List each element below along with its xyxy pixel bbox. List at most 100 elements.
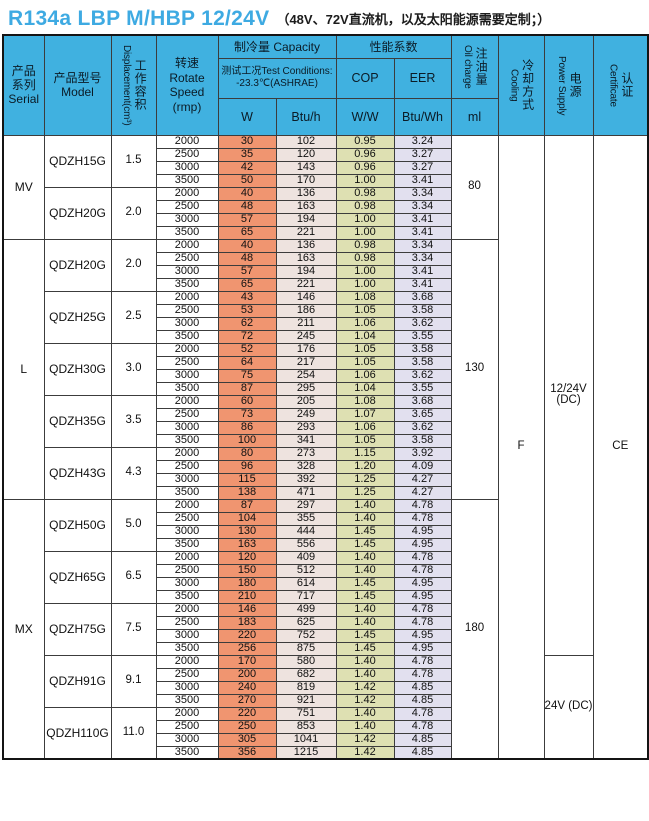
- eer-cell: 4.78: [393, 511, 452, 526]
- speed-cell: 2500: [155, 511, 219, 526]
- col-header-model: 产品型号 Model: [43, 34, 112, 136]
- cop-cell: 1.42: [335, 732, 395, 747]
- capacity-w-cell: 52: [217, 342, 277, 357]
- eer-cell: 3.41: [393, 277, 452, 292]
- speed-cell: 2000: [155, 550, 219, 565]
- eer-cell: 3.24: [393, 134, 452, 149]
- displacement-label-cn: 工作容积: [133, 59, 148, 112]
- cop-cell: 1.06: [335, 420, 395, 435]
- table-row: 3500 72 245 1.04 3.55: [3, 329, 648, 344]
- capacity-btuh-cell: 392: [275, 472, 337, 487]
- eer-cell: 3.58: [393, 303, 452, 318]
- capacity-btuh-cell: 194: [275, 264, 337, 279]
- cop-cell: 1.45: [335, 589, 395, 604]
- speed-cell: 2000: [155, 342, 219, 357]
- capacity-btuh-cell: 163: [275, 251, 337, 266]
- capacity-w-cell: 30: [217, 134, 277, 149]
- capacity-btuh-cell: 249: [275, 407, 337, 422]
- eer-cell: 3.27: [393, 147, 452, 162]
- cop-cell: 1.06: [335, 316, 395, 331]
- capacity-btuh-cell: 328: [275, 459, 337, 474]
- capacity-w-cell: 250: [217, 719, 277, 734]
- cop-cell: 1.15: [335, 446, 395, 461]
- table-row: QDZH110G 11.0 2000 220 751 1.40 4.78: [3, 706, 648, 760]
- capacity-w-cell: 80: [217, 446, 277, 461]
- capacity-btuh-cell: 625: [275, 615, 337, 630]
- cop-cell: 1.04: [335, 329, 395, 344]
- table-row: 3000 115 392 1.25 4.27: [3, 472, 648, 487]
- capacity-w-cell: 305: [217, 732, 277, 747]
- eer-header: EER: [393, 57, 452, 99]
- speed-cell: 2500: [155, 303, 219, 318]
- table-row: 2500 183 625 1.40 4.78: [3, 615, 648, 630]
- capacity-btuh-cell: 120: [275, 147, 337, 162]
- capacity-w-cell: 60: [217, 394, 277, 409]
- capacity-btuh-cell: 205: [275, 394, 337, 409]
- model-cell: QDZH65G: [43, 550, 112, 604]
- eer-cell: 3.41: [393, 264, 452, 279]
- capacity-btuh-cell: 875: [275, 641, 337, 656]
- power-supply-cell: 24V (DC): [543, 654, 594, 760]
- capacity-w-cell: 40: [217, 186, 277, 201]
- capacity-w-cell: 43: [217, 290, 277, 305]
- model-cell: QDZH35G: [43, 394, 112, 448]
- table-row: 3500 50 170 1.00 3.41: [3, 173, 648, 188]
- capacity-w-cell: 270: [217, 693, 277, 708]
- table-row: L QDZH20G 2.0 2000 40 136 0.98 3.34 130: [2, 238, 648, 500]
- cooling-cell: F: [497, 134, 545, 760]
- capacity-w-cell: 48: [217, 251, 277, 266]
- capacity-w-cell: 72: [217, 329, 277, 344]
- table-row: QDZH43G 4.3 2000 80 273 1.15 3.92: [3, 446, 648, 500]
- eer-cell: 4.27: [393, 472, 452, 487]
- eer-cell: 3.41: [393, 225, 452, 240]
- serial-group-label: MV: [2, 134, 45, 240]
- capacity-w-cell: 356: [217, 745, 277, 760]
- speed-cell: 3500: [155, 381, 219, 396]
- cop-cell: 1.08: [335, 290, 395, 305]
- cop-cell: 1.05: [335, 433, 395, 448]
- capacity-w-cell: 73: [217, 407, 277, 422]
- speed-cell: 2000: [155, 394, 219, 409]
- certificate-label-en: Certificate: [607, 63, 619, 107]
- speed-cell: 3500: [155, 277, 219, 292]
- capacity-w-cell: 50: [217, 173, 277, 188]
- cop-cell: 0.96: [335, 147, 395, 162]
- cop-cell: 1.40: [335, 706, 395, 721]
- model-cell: QDZH25G: [43, 290, 112, 344]
- oil-charge-label-en: Oil charge: [461, 44, 473, 89]
- capacity-w-cell: 87: [217, 381, 277, 396]
- speed-cell: 2000: [155, 134, 219, 149]
- cop-cell: 1.40: [335, 563, 395, 578]
- col-header-rotate-speed: 转速 Rotate Speed (rmp): [155, 34, 219, 136]
- eer-cell: 3.58: [393, 433, 452, 448]
- eer-cell: 4.95: [393, 641, 452, 656]
- cop-cell: 1.00: [335, 264, 395, 279]
- table-row: 3500 163 556 1.45 4.95: [3, 537, 648, 552]
- capacity-btuh-cell: 409: [275, 550, 337, 565]
- cop-cell: 1.40: [335, 615, 395, 630]
- speed-cell: 2000: [155, 186, 219, 201]
- eer-cell: 3.62: [393, 368, 452, 383]
- capacity-w-cell: 138: [217, 485, 277, 500]
- speed-cell: 3000: [155, 732, 219, 747]
- displacement-label-en: Displacement(cm³): [120, 44, 132, 126]
- capacity-w-cell: 104: [217, 511, 277, 526]
- speed-cell: 3000: [155, 420, 219, 435]
- speed-cell: 2500: [155, 719, 219, 734]
- capacity-btuh-cell: 297: [275, 498, 337, 513]
- model-cell: QDZH43G: [43, 446, 112, 500]
- speed-cell: 3500: [155, 225, 219, 240]
- eer-cell: 4.85: [393, 732, 452, 747]
- displacement-cell: 4.3: [110, 446, 157, 500]
- eer-cell: 4.78: [393, 615, 452, 630]
- ml-unit-header: ml: [450, 97, 499, 136]
- cop-cell: 1.45: [335, 576, 395, 591]
- speed-cell: 2500: [155, 459, 219, 474]
- eer-cell: 4.95: [393, 524, 452, 539]
- capacity-w-cell: 130: [217, 524, 277, 539]
- cop-header: COP: [335, 57, 395, 99]
- speed-cell: 3500: [155, 537, 219, 552]
- cooling-label-en: Cooling: [508, 68, 520, 102]
- cop-cell: 1.42: [335, 745, 395, 760]
- capacity-btuh-cell: 819: [275, 680, 337, 695]
